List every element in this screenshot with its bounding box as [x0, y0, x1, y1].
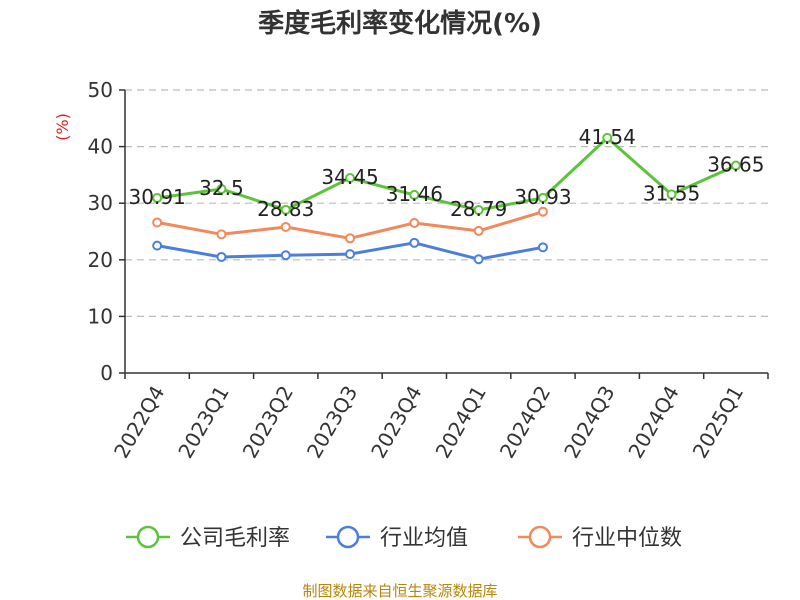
- x-tick-label-2023Q4: 2023Q4: [366, 382, 426, 463]
- y-tick-label-0: 0: [100, 361, 113, 385]
- x-tick-label-2024Q3: 2024Q3: [559, 382, 619, 463]
- legend-label-2: 行业中位数: [572, 526, 682, 551]
- y-tick-label-50: 50: [88, 78, 113, 102]
- series-point-1-2023Q4: [409, 237, 420, 248]
- y-axis-unit-label: (%): [53, 113, 72, 141]
- series-point-1-2022Q4: [152, 240, 163, 251]
- series-point-0-2024Q2: [537, 192, 548, 203]
- y-tick-label-10: 10: [88, 304, 113, 328]
- series-point-1-2023Q2: [280, 250, 291, 261]
- data-label-2022Q4: 30.91: [129, 185, 186, 209]
- series-point-2-2022Q4: [152, 217, 163, 228]
- series-point-2-2023Q1: [216, 229, 227, 240]
- data-label-2025Q1: 36.65: [707, 153, 764, 177]
- data-label-2023Q4: 31.46: [386, 182, 443, 206]
- x-tick-label-2025Q1: 2025Q1: [688, 382, 748, 463]
- series-point-0-2023Q4: [409, 189, 420, 200]
- series-point-2-2023Q2: [280, 221, 291, 232]
- x-tick-label-2024Q2: 2024Q2: [495, 382, 555, 463]
- series-point-1-2024Q2: [537, 242, 548, 253]
- data-label-2024Q2: 30.93: [514, 185, 571, 209]
- series-point-1-2024Q1: [473, 254, 484, 265]
- x-tick-label-2023Q3: 2023Q3: [302, 382, 362, 463]
- legend: 公司毛利率 行业均值 行业中位数: [126, 525, 682, 551]
- data-label-2024Q1: 28.79: [450, 197, 507, 221]
- data-label-2023Q2: 28.83: [257, 197, 314, 221]
- series-point-2-2024Q1: [473, 225, 484, 236]
- series-line-0: [156, 136, 737, 212]
- series-point-0-2024Q3: [602, 132, 613, 143]
- data-label-layer: 30.91 32.5 28.83 34.45 31.46 28.79 30.93 41.54 3…: [129, 125, 765, 221]
- x-tick-label-2024Q1: 2024Q1: [431, 382, 491, 463]
- legend-marker-0: [136, 525, 160, 549]
- legend-label-0: 公司毛利率: [180, 526, 290, 551]
- data-label-2023Q3: 34.45: [321, 165, 378, 189]
- x-tick-label-2023Q2: 2023Q2: [238, 382, 298, 463]
- series-point-0-2024Q4: [666, 189, 677, 200]
- series-point-2-2024Q2: [537, 206, 548, 217]
- chart-title: 季度毛利率变化情况(%): [258, 8, 542, 39]
- series-point-0-2023Q1: [216, 184, 227, 195]
- y-tick-label-30: 30: [88, 191, 113, 215]
- series-point-0-2022Q4: [152, 193, 163, 204]
- data-label-2024Q4: 31.55: [643, 181, 700, 205]
- x-tick-label-2023Q1: 2023Q1: [173, 382, 233, 463]
- series-point-0-2024Q1: [473, 205, 484, 216]
- series-point-1-2023Q1: [216, 251, 227, 262]
- series-point-2-2023Q4: [409, 218, 420, 229]
- legend-marker-1: [336, 525, 360, 549]
- x-tick-label-2024Q4: 2024Q4: [623, 382, 683, 463]
- series-point-0-2025Q1: [730, 160, 741, 171]
- series-point-0-2023Q2: [280, 204, 291, 215]
- legend-label-1: 行业均值: [380, 526, 468, 551]
- data-label-2023Q1: 32.5: [199, 176, 244, 200]
- x-tick-label-2022Q4: 2022Q4: [109, 382, 169, 463]
- axis-layer: 0 10 20 30 40 50 2022Q4 2023Q1 2023Q2 2023Q3 2023Q…: [88, 78, 769, 463]
- source-note: 制图数据来自恒生聚源数据库: [302, 582, 497, 600]
- data-label-2024Q3: 41.54: [579, 125, 636, 149]
- series-point-2-2023Q3: [345, 233, 356, 244]
- series-layer: [152, 132, 741, 265]
- legend-marker-2: [528, 525, 552, 549]
- series-point-1-2023Q3: [345, 249, 356, 260]
- series-point-0-2023Q3: [345, 173, 356, 184]
- y-tick-label-40: 40: [88, 135, 113, 159]
- y-tick-label-20: 20: [88, 248, 113, 272]
